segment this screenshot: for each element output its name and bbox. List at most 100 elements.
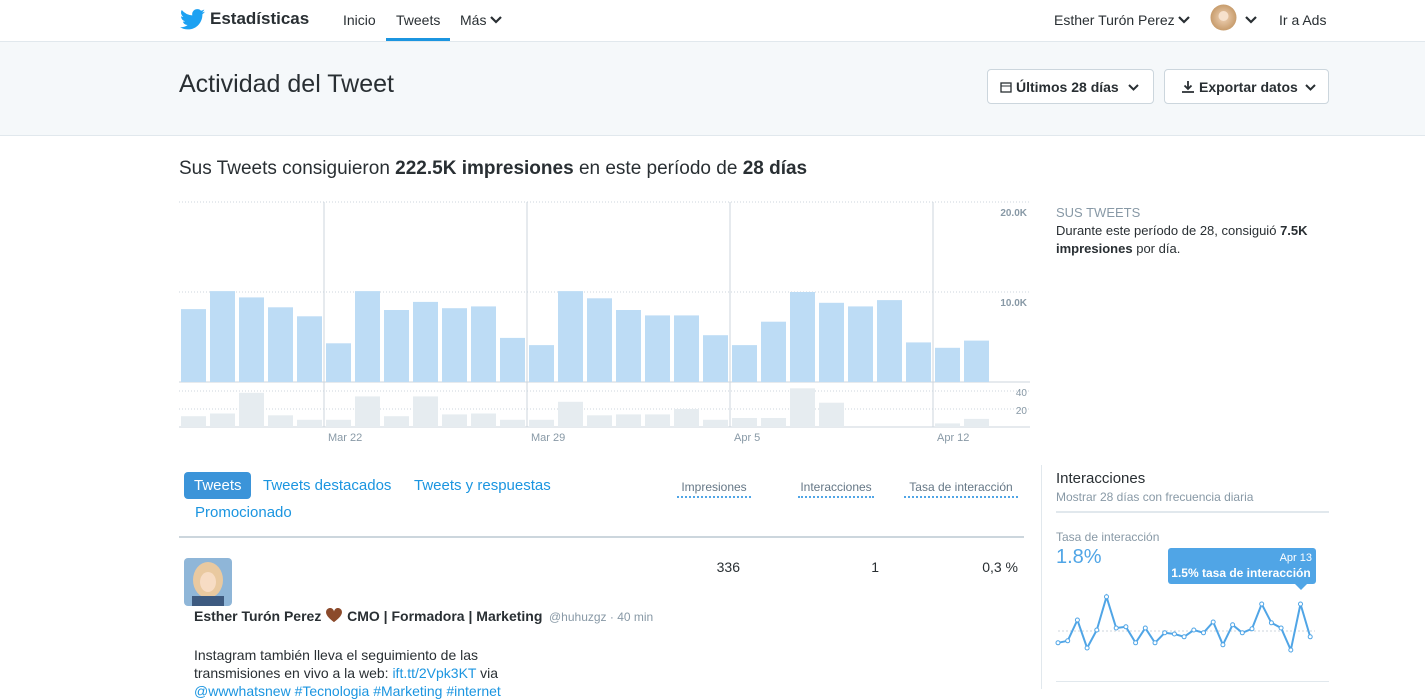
x-tick-label: Apr 12: [937, 432, 969, 444]
point: [1171, 631, 1177, 637]
bar: [732, 345, 757, 382]
bar: [935, 347, 960, 382]
nav-item[interactable]: Tweets: [396, 12, 441, 28]
big-value: 1.8%: [1056, 546, 1102, 568]
bar: [558, 401, 583, 427]
bar: [500, 337, 525, 382]
bar: [181, 416, 206, 427]
bar: [587, 298, 612, 382]
sidebar-bold: 7.5K impresiones: [1056, 223, 1308, 256]
tweet-avatar[interactable]: [184, 558, 232, 606]
bar: [848, 306, 873, 382]
tweet-handle[interactable]: @huhuzgz · 40 min: [549, 610, 654, 624]
bar: [355, 396, 380, 427]
point: [1220, 642, 1226, 648]
bar: [964, 418, 989, 427]
summary: Sus Tweets consiguieron 222.5K impresion…: [179, 158, 807, 180]
bar: [587, 415, 612, 427]
tooltip-date: Apr 13: [1279, 552, 1312, 564]
tab-active[interactable]: [184, 472, 251, 499]
bar: [732, 418, 757, 427]
bar: [268, 415, 293, 427]
chevron: [490, 16, 502, 24]
point: [1201, 630, 1206, 636]
summary-text: en este período de: [578, 158, 738, 179]
point: [1074, 617, 1080, 623]
point: [1191, 627, 1197, 633]
tab-label[interactable]: Tweets: [194, 477, 242, 494]
author-name[interactable]: CMO | Formadora | Marketing: [347, 608, 543, 624]
bar: [645, 315, 670, 382]
nav-item[interactable]: Inicio: [343, 12, 376, 28]
bar: [384, 310, 409, 382]
column-header[interactable]: Impresiones: [677, 480, 751, 498]
x-tick-label: Mar 22: [328, 432, 362, 444]
bar: [355, 291, 380, 382]
tweet-impressions: 336: [716, 559, 740, 575]
bar: [645, 414, 670, 427]
tweet-tags[interactable]: @wwwhatsnew #Tecnologia #Marketing #inte…: [194, 683, 501, 699]
tweet-rate: 0,3 %: [982, 559, 1018, 575]
table-rule: [179, 536, 1024, 538]
tweet-link[interactable]: ift.tt/2Vpk3KT: [392, 665, 477, 681]
ads-link[interactable]: Ir a Ads: [1279, 12, 1327, 28]
tooltip: [1168, 548, 1316, 584]
point: [1123, 624, 1129, 630]
point: [1181, 634, 1187, 640]
bar: [558, 291, 583, 382]
nav-item[interactable]: Más: [460, 12, 487, 28]
bar: [297, 419, 322, 427]
point: [1084, 645, 1090, 651]
twitter-logo[interactable]: [180, 9, 205, 30]
point: [1142, 625, 1148, 631]
bar: [239, 297, 264, 382]
panel-rule: [1056, 511, 1329, 513]
user-avatar[interactable]: [1210, 4, 1237, 31]
point: [1259, 601, 1265, 607]
bar: [326, 343, 351, 382]
chevron: [1245, 16, 1257, 24]
tweet-body: Instagram también lleva el seguimiento d…: [194, 647, 479, 681]
x-tick-label: Mar 29: [531, 432, 565, 444]
x-tick-label: Apr 5: [734, 432, 760, 444]
bar: [500, 419, 525, 427]
bar: [935, 423, 960, 427]
point: [1230, 622, 1236, 628]
tab-label[interactable]: Tweets y respuestas: [414, 477, 551, 494]
interactions-title: Interacciones: [1056, 470, 1146, 487]
sidebar-text: Durante este período de 28, consiguió 7.…: [1056, 222, 1336, 258]
point: [1055, 640, 1061, 646]
date-range-button[interactable]: Últimos 28 días: [987, 69, 1154, 104]
point: [1210, 619, 1216, 625]
tweet-author[interactable]: Esther Turón Perez CMO | Formadora | Mar…: [194, 607, 543, 624]
bar: [297, 316, 322, 382]
author-name[interactable]: Esther Turón Perez: [194, 608, 322, 624]
bar: [674, 409, 699, 427]
bar: [442, 414, 467, 427]
bar: [877, 300, 902, 382]
bar: [964, 340, 989, 382]
summary-text: Sus Tweets consiguieron: [179, 158, 390, 179]
bar: [268, 307, 293, 382]
tab-label[interactable]: Tweets destacados: [263, 477, 392, 494]
chevron: [1178, 16, 1190, 24]
point: [1152, 640, 1158, 646]
column-header[interactable]: Interacciones: [798, 480, 874, 498]
tab-label[interactable]: Promocionado: [195, 504, 292, 521]
bar: [761, 418, 786, 427]
line-chart-title: Tasa de interacción: [1056, 530, 1160, 544]
bar: [239, 392, 264, 427]
bar: [819, 402, 844, 427]
user-menu[interactable]: Esther Turón Perez: [1054, 12, 1175, 28]
column-header[interactable]: Tasa de interacción: [904, 480, 1018, 498]
calendar-icon: [1000, 82, 1012, 93]
export-button[interactable]: Exportar datos: [1164, 69, 1329, 104]
sidebar-heading: SUS TWEETS: [1056, 205, 1141, 220]
bar: [471, 413, 496, 427]
point: [1278, 625, 1284, 631]
brand[interactable]: Estadísticas: [210, 9, 310, 28]
point: [1113, 625, 1119, 631]
top-nav: Estadísticas Inicio Tweets Más Esther Tu…: [0, 0, 1425, 42]
y-tick-label: 10.0K: [1000, 298, 1027, 309]
